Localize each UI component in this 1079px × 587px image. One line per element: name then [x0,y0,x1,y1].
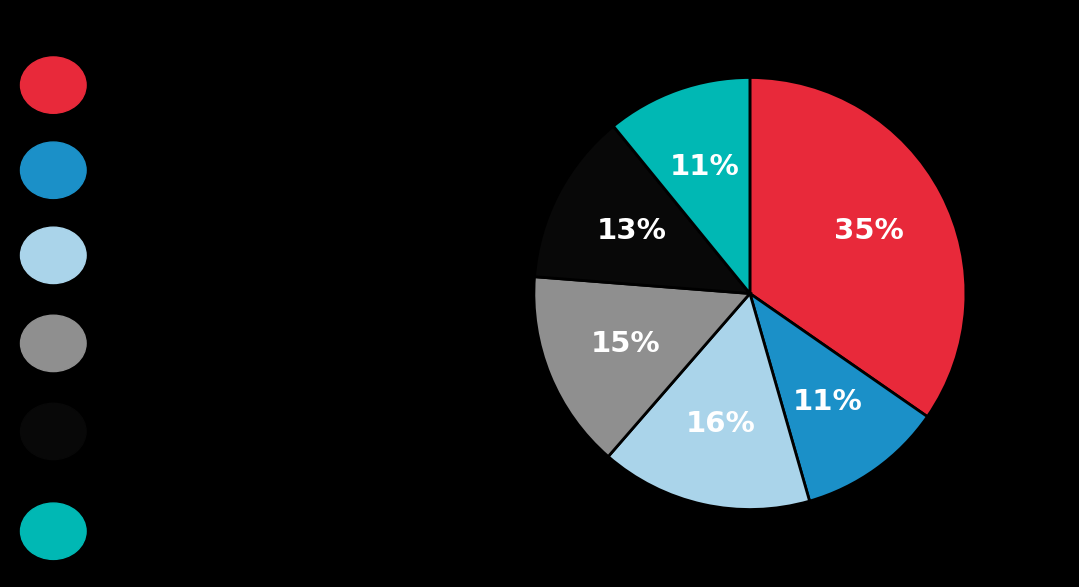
Text: 11%: 11% [793,389,863,416]
Wedge shape [534,276,750,457]
Text: 16%: 16% [686,410,756,438]
Ellipse shape [21,503,86,559]
Wedge shape [613,77,750,294]
Text: 11%: 11% [670,153,740,181]
Text: 35%: 35% [834,217,903,245]
Wedge shape [750,294,927,501]
Ellipse shape [21,315,86,372]
Ellipse shape [21,142,86,198]
Wedge shape [750,77,966,417]
Ellipse shape [21,227,86,284]
Text: 15%: 15% [591,330,660,358]
Ellipse shape [21,403,86,460]
Ellipse shape [21,57,86,113]
Wedge shape [609,294,809,510]
Wedge shape [534,126,750,294]
Text: 13%: 13% [597,217,666,245]
